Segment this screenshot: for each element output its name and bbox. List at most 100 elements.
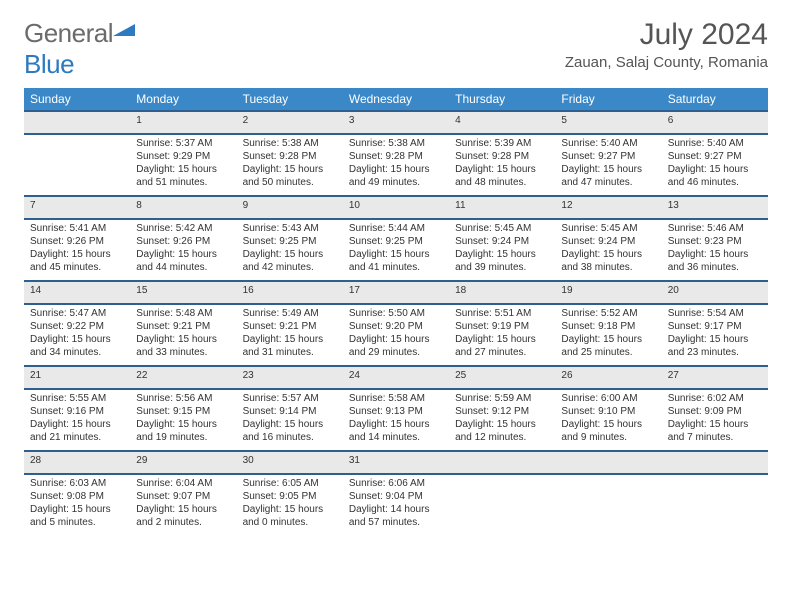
sun-info: Sunrise: 5:43 AMSunset: 9:25 PMDaylight:…	[243, 222, 337, 274]
sun-info: Sunrise: 6:06 AMSunset: 9:04 PMDaylight:…	[349, 477, 443, 529]
day-detail-cell: Sunrise: 5:45 AMSunset: 9:24 PMDaylight:…	[449, 219, 555, 281]
sun-info: Sunrise: 5:39 AMSunset: 9:28 PMDaylight:…	[455, 137, 549, 189]
day-detail-cell: Sunrise: 5:40 AMSunset: 9:27 PMDaylight:…	[662, 134, 768, 196]
day-number-cell: 18	[449, 281, 555, 304]
day-detail-cell: Sunrise: 6:04 AMSunset: 9:07 PMDaylight:…	[130, 474, 236, 536]
sun-info: Sunrise: 6:03 AMSunset: 9:08 PMDaylight:…	[30, 477, 124, 529]
sun-info: Sunrise: 5:56 AMSunset: 9:15 PMDaylight:…	[136, 392, 230, 444]
day-number-cell: 23	[237, 366, 343, 389]
day-detail-cell: Sunrise: 5:43 AMSunset: 9:25 PMDaylight:…	[237, 219, 343, 281]
day-number-row: 28293031	[24, 451, 768, 474]
day-detail-cell: Sunrise: 5:59 AMSunset: 9:12 PMDaylight:…	[449, 389, 555, 451]
day-number-cell: 14	[24, 281, 130, 304]
day-detail-cell: Sunrise: 5:45 AMSunset: 9:24 PMDaylight:…	[555, 219, 661, 281]
day-detail-row: Sunrise: 5:55 AMSunset: 9:16 PMDaylight:…	[24, 389, 768, 451]
day-number-cell: 10	[343, 196, 449, 219]
day-detail-cell: Sunrise: 5:58 AMSunset: 9:13 PMDaylight:…	[343, 389, 449, 451]
calendar-table: Sunday Monday Tuesday Wednesday Thursday…	[24, 88, 768, 536]
day-number-cell: 26	[555, 366, 661, 389]
day-number-cell: 12	[555, 196, 661, 219]
day-number-cell: 27	[662, 366, 768, 389]
day-detail-cell	[662, 474, 768, 536]
day-detail-cell: Sunrise: 5:38 AMSunset: 9:28 PMDaylight:…	[237, 134, 343, 196]
day-detail-cell: Sunrise: 5:39 AMSunset: 9:28 PMDaylight:…	[449, 134, 555, 196]
day-number-cell: 4	[449, 111, 555, 134]
day-detail-cell: Sunrise: 5:48 AMSunset: 9:21 PMDaylight:…	[130, 304, 236, 366]
day-detail-cell	[24, 134, 130, 196]
sun-info: Sunrise: 5:37 AMSunset: 9:29 PMDaylight:…	[136, 137, 230, 189]
day-detail-cell: Sunrise: 6:02 AMSunset: 9:09 PMDaylight:…	[662, 389, 768, 451]
sun-info: Sunrise: 5:49 AMSunset: 9:21 PMDaylight:…	[243, 307, 337, 359]
day-number-row: 78910111213	[24, 196, 768, 219]
day-detail-cell: Sunrise: 6:00 AMSunset: 9:10 PMDaylight:…	[555, 389, 661, 451]
logo: GeneralBlue	[24, 18, 135, 80]
day-detail-cell: Sunrise: 5:54 AMSunset: 9:17 PMDaylight:…	[662, 304, 768, 366]
sun-info: Sunrise: 5:38 AMSunset: 9:28 PMDaylight:…	[349, 137, 443, 189]
day-number-row: 14151617181920	[24, 281, 768, 304]
logo-word-1: General	[24, 18, 113, 48]
weekday-row: Sunday Monday Tuesday Wednesday Thursday…	[24, 88, 768, 111]
sun-info: Sunrise: 5:50 AMSunset: 9:20 PMDaylight:…	[349, 307, 443, 359]
sun-info: Sunrise: 5:51 AMSunset: 9:19 PMDaylight:…	[455, 307, 549, 359]
day-detail-cell: Sunrise: 6:03 AMSunset: 9:08 PMDaylight:…	[24, 474, 130, 536]
day-number-cell: 15	[130, 281, 236, 304]
day-detail-cell: Sunrise: 5:55 AMSunset: 9:16 PMDaylight:…	[24, 389, 130, 451]
sun-info: Sunrise: 5:57 AMSunset: 9:14 PMDaylight:…	[243, 392, 337, 444]
day-number-cell	[662, 451, 768, 474]
day-number-cell: 11	[449, 196, 555, 219]
calendar-body: 123456 Sunrise: 5:37 AMSunset: 9:29 PMDay…	[24, 111, 768, 536]
day-detail-cell: Sunrise: 5:49 AMSunset: 9:21 PMDaylight:…	[237, 304, 343, 366]
day-number-cell: 31	[343, 451, 449, 474]
day-number-row: 21222324252627	[24, 366, 768, 389]
day-number-cell: 3	[343, 111, 449, 134]
day-number-cell: 2	[237, 111, 343, 134]
weekday-header: Sunday	[24, 88, 130, 111]
sun-info: Sunrise: 5:44 AMSunset: 9:25 PMDaylight:…	[349, 222, 443, 274]
day-number-cell	[24, 111, 130, 134]
day-number-cell: 24	[343, 366, 449, 389]
sun-info: Sunrise: 5:59 AMSunset: 9:12 PMDaylight:…	[455, 392, 549, 444]
weekday-header: Friday	[555, 88, 661, 111]
day-detail-cell: Sunrise: 5:52 AMSunset: 9:18 PMDaylight:…	[555, 304, 661, 366]
month-title: July 2024	[565, 18, 768, 52]
calendar-head: Sunday Monday Tuesday Wednesday Thursday…	[24, 88, 768, 111]
sun-info: Sunrise: 5:55 AMSunset: 9:16 PMDaylight:…	[30, 392, 124, 444]
day-detail-row: Sunrise: 6:03 AMSunset: 9:08 PMDaylight:…	[24, 474, 768, 536]
sun-info: Sunrise: 6:05 AMSunset: 9:05 PMDaylight:…	[243, 477, 337, 529]
day-detail-cell: Sunrise: 5:56 AMSunset: 9:15 PMDaylight:…	[130, 389, 236, 451]
day-detail-cell: Sunrise: 6:06 AMSunset: 9:04 PMDaylight:…	[343, 474, 449, 536]
day-number-cell	[555, 451, 661, 474]
weekday-header: Monday	[130, 88, 236, 111]
day-detail-cell: Sunrise: 5:42 AMSunset: 9:26 PMDaylight:…	[130, 219, 236, 281]
day-detail-cell: Sunrise: 5:44 AMSunset: 9:25 PMDaylight:…	[343, 219, 449, 281]
logo-word-2: Blue	[24, 49, 74, 79]
day-number-cell: 17	[343, 281, 449, 304]
sun-info: Sunrise: 5:52 AMSunset: 9:18 PMDaylight:…	[561, 307, 655, 359]
sun-info: Sunrise: 5:54 AMSunset: 9:17 PMDaylight:…	[668, 307, 762, 359]
day-detail-cell: Sunrise: 5:50 AMSunset: 9:20 PMDaylight:…	[343, 304, 449, 366]
weekday-header: Saturday	[662, 88, 768, 111]
day-number-cell: 20	[662, 281, 768, 304]
day-number-cell: 5	[555, 111, 661, 134]
day-number-cell: 16	[237, 281, 343, 304]
day-detail-cell: Sunrise: 5:41 AMSunset: 9:26 PMDaylight:…	[24, 219, 130, 281]
logo-text: GeneralBlue	[24, 18, 135, 80]
day-number-cell: 7	[24, 196, 130, 219]
sun-info: Sunrise: 5:58 AMSunset: 9:13 PMDaylight:…	[349, 392, 443, 444]
day-detail-cell: Sunrise: 6:05 AMSunset: 9:05 PMDaylight:…	[237, 474, 343, 536]
day-number-cell: 28	[24, 451, 130, 474]
day-detail-cell: Sunrise: 5:38 AMSunset: 9:28 PMDaylight:…	[343, 134, 449, 196]
weekday-header: Thursday	[449, 88, 555, 111]
sun-info: Sunrise: 5:41 AMSunset: 9:26 PMDaylight:…	[30, 222, 124, 274]
sun-info: Sunrise: 6:04 AMSunset: 9:07 PMDaylight:…	[136, 477, 230, 529]
day-number-cell: 8	[130, 196, 236, 219]
day-number-cell	[449, 451, 555, 474]
weekday-header: Wednesday	[343, 88, 449, 111]
day-detail-row: Sunrise: 5:37 AMSunset: 9:29 PMDaylight:…	[24, 134, 768, 196]
day-detail-cell: Sunrise: 5:57 AMSunset: 9:14 PMDaylight:…	[237, 389, 343, 451]
day-detail-cell: Sunrise: 5:37 AMSunset: 9:29 PMDaylight:…	[130, 134, 236, 196]
weekday-header: Tuesday	[237, 88, 343, 111]
day-number-cell: 25	[449, 366, 555, 389]
sun-info: Sunrise: 5:38 AMSunset: 9:28 PMDaylight:…	[243, 137, 337, 189]
day-number-row: 123456	[24, 111, 768, 134]
